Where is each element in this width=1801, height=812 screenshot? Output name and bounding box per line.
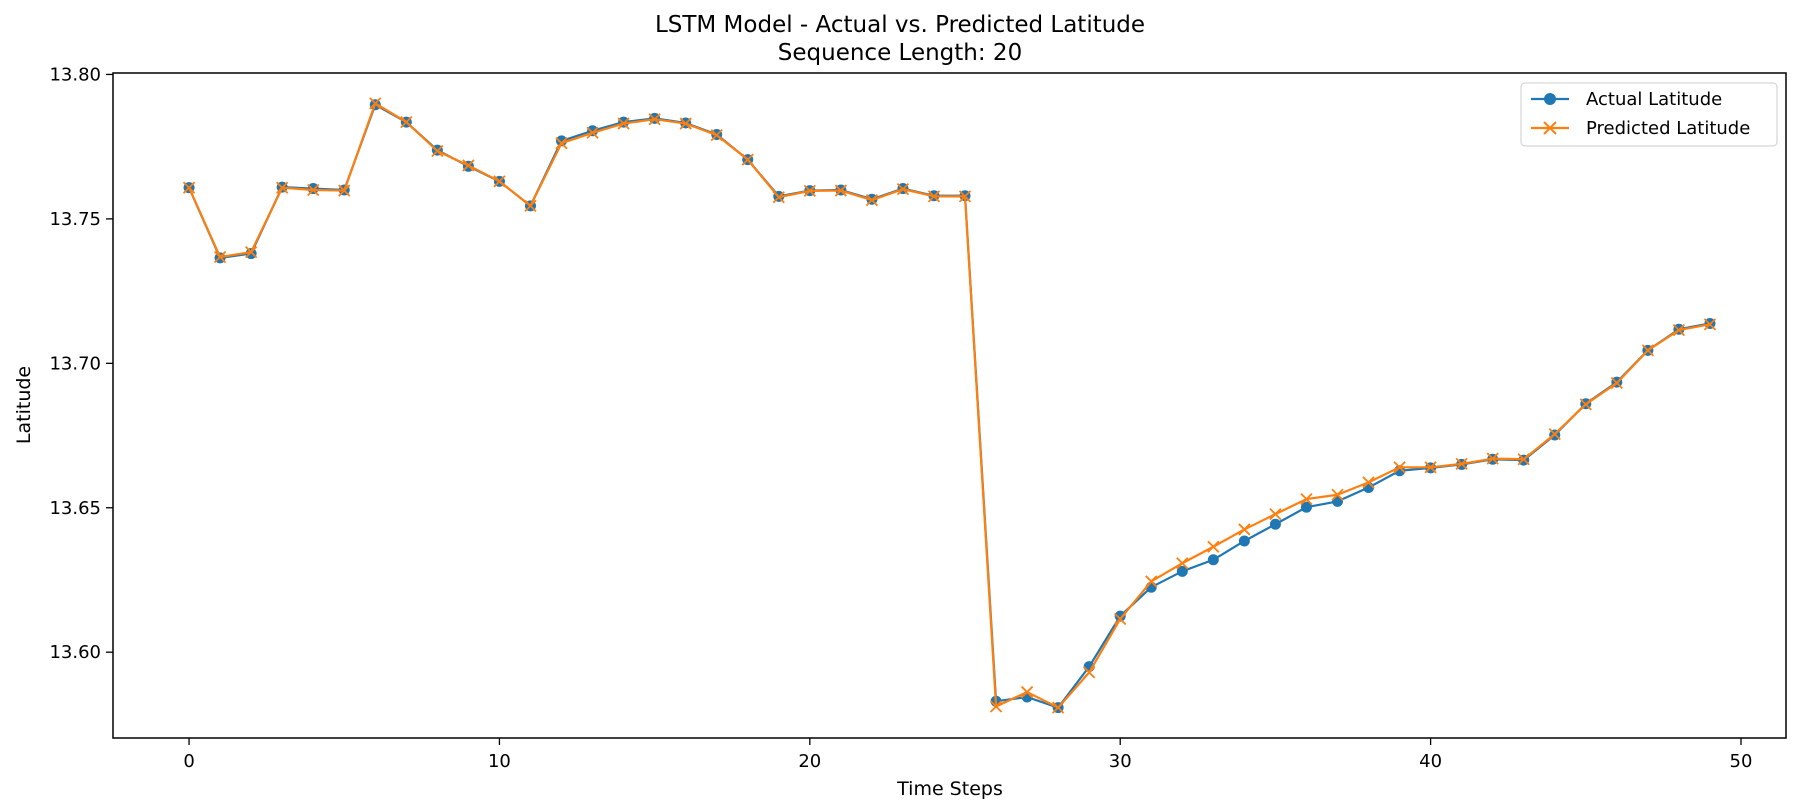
predicted-latitude-point [1579, 398, 1592, 411]
actual-latitude-point [1300, 501, 1312, 513]
predicted-latitude-point [182, 181, 196, 194]
predicted-latitude-point [493, 175, 506, 188]
predicted-latitude-point [927, 190, 941, 203]
predicted-latitude-point [524, 199, 537, 213]
predicted-latitude-point [1362, 476, 1375, 489]
predicted-latitude-point [400, 115, 413, 129]
plot-frame [112, 72, 1787, 739]
legend-actual-marker [1544, 93, 1556, 105]
predicted-latitude-point [1548, 427, 1561, 441]
x-tick-label: 50 [1730, 751, 1753, 772]
actual-latitude-point [1176, 565, 1188, 577]
predicted-latitude-point [462, 159, 475, 172]
predicted-latitude-point [307, 183, 320, 197]
x-axis-label: Time Steps [896, 778, 1003, 800]
series-layer [182, 97, 1717, 714]
predicted-latitude-point [276, 181, 289, 194]
predicted-latitude-point [1238, 523, 1251, 536]
actual-latitude-point [1269, 518, 1281, 530]
x-tick-label: 0 [183, 751, 194, 772]
predicted-latitude-point [710, 128, 723, 142]
predicted-latitude-point [1455, 457, 1468, 470]
predicted-latitude-point [1486, 452, 1499, 465]
predicted-latitude-point [989, 700, 1003, 713]
predicted-latitude-point [958, 190, 972, 203]
legend-frame [1520, 82, 1778, 147]
actual-latitude-point [1238, 535, 1250, 547]
y-tick-label: 13.80 [49, 64, 101, 85]
predicted-latitude-point [1269, 507, 1282, 521]
actual-latitude-point [307, 183, 319, 195]
legend: Actual Latitude Predicted Latitude [1520, 82, 1778, 147]
y-axis: 13.60 13.65 13.70 13.75 13.80 [49, 64, 113, 663]
predicted-latitude-line [188, 102, 1711, 709]
y-tick-label: 13.65 [49, 498, 101, 519]
predicted-latitude-point [803, 184, 816, 197]
actual-latitude-point [556, 135, 568, 147]
actual-latitude-line [188, 103, 1711, 709]
legend-predicted-marker [1543, 121, 1557, 135]
predicted-latitude-point [648, 113, 661, 126]
predicted-latitude-point [1610, 376, 1623, 390]
chart-title: LSTM Model - Actual vs. Predicted Latitu… [655, 12, 1145, 38]
predicted-latitude-point [1331, 488, 1344, 501]
y-tick-label: 13.60 [49, 642, 101, 663]
predicted-latitude-point [555, 137, 568, 150]
predicted-latitude-point [1393, 461, 1406, 474]
predicted-latitude-point [1176, 557, 1189, 570]
x-tick-label: 30 [1109, 751, 1132, 772]
legend-predicted-label: Predicted Latitude [1586, 118, 1750, 139]
predicted-latitude-point [617, 117, 630, 130]
x-tick-label: 20 [798, 751, 821, 772]
predicted-latitude-point [1083, 666, 1096, 679]
x-tick-label: 10 [488, 751, 511, 772]
predicted-latitude-point [586, 126, 599, 139]
actual-latitude-point [245, 248, 257, 260]
predicted-latitude-point [431, 144, 444, 158]
predicted-latitude-point [834, 184, 848, 197]
predicted-latitude-point [338, 184, 351, 197]
legend-actual-label: Actual Latitude [1586, 89, 1722, 110]
predicted-latitude-point [1300, 492, 1313, 506]
y-axis-label: Latitude [13, 366, 35, 444]
predicted-latitude-point [1052, 701, 1065, 714]
chart-subtitle: Sequence Length: 20 [778, 40, 1022, 66]
predicted-latitude-point [1424, 461, 1437, 474]
predicted-latitude-point [679, 117, 692, 130]
y-tick-label: 13.70 [49, 353, 101, 374]
predicted-latitude-point [1145, 575, 1158, 588]
predicted-latitude-point [1703, 318, 1717, 331]
x-axis: 0 10 20 30 40 50 [183, 738, 1752, 772]
predicted-latitude-point [1641, 344, 1655, 357]
x-tick-label: 40 [1419, 751, 1442, 772]
predicted-latitude-point [1207, 540, 1220, 553]
predicted-latitude-point [772, 191, 785, 204]
predicted-latitude-point [1114, 612, 1127, 626]
predicted-latitude-point [865, 193, 879, 207]
predicted-latitude-point [1020, 685, 1034, 699]
predicted-latitude-point [1517, 453, 1530, 466]
predicted-latitude-point [213, 250, 227, 264]
actual-latitude-point [1207, 554, 1219, 566]
y-tick-label: 13.75 [49, 209, 101, 230]
predicted-latitude-point [244, 245, 258, 259]
predicted-latitude-point [896, 182, 910, 196]
actual-latitude-point [1114, 610, 1126, 622]
predicted-latitude-point [1672, 323, 1686, 337]
predicted-latitude-point [369, 97, 382, 110]
predicted-latitude-point [741, 153, 754, 166]
